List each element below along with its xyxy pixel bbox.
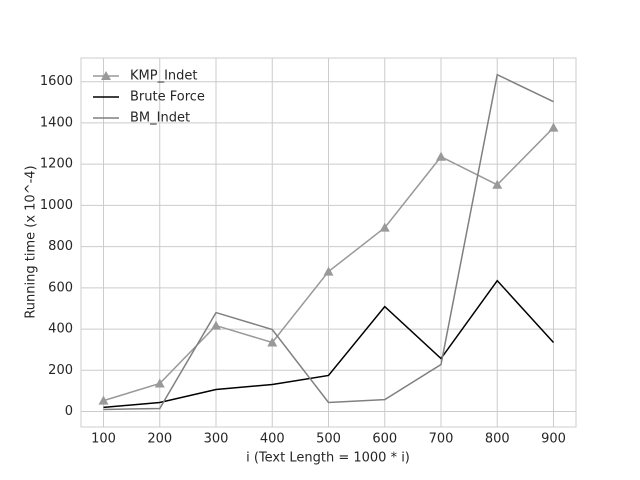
x-tick-label: 900 [541,432,566,447]
x-tick-label: 100 [91,432,116,447]
data-point [267,337,278,347]
series-line [103,73,554,411]
x-tick-label: 300 [204,432,229,447]
data-point [98,395,109,405]
x-tick-label: 500 [316,432,341,447]
y-axis-label: Running time (x 10^-4) [24,165,39,318]
x-tick-label: 600 [372,432,397,447]
legend-label: Brute Force [130,90,205,105]
y-tick-label: 400 [48,322,73,337]
x-tick-label: 400 [260,432,285,447]
data-point [379,222,390,232]
data-point [548,122,559,132]
y-tick-label: 1400 [40,115,73,130]
y-tick-label: 600 [48,280,73,295]
data-point [436,151,446,161]
y-tick-label: 0 [65,404,73,419]
x-tick-label: 700 [429,432,454,447]
x-tick-label: 800 [485,432,510,447]
series-line [103,279,555,409]
x-tick-label: 200 [147,432,172,447]
data-point [492,179,503,189]
legend-label: BM_Indet [130,111,190,126]
y-tick-label: 1000 [40,198,73,213]
legend-label: KMP_Indet [130,69,198,84]
legend-marker [101,71,111,80]
x-axis-label: i (Text Length = 1000 * i) [246,451,410,466]
y-tick-label: 1200 [40,157,73,172]
data-point [323,266,334,276]
y-tick-label: 1600 [40,74,73,89]
y-tick-label: 800 [48,239,73,254]
y-tick-label: 200 [48,363,73,378]
data-point [154,378,165,388]
data-point [211,320,221,330]
